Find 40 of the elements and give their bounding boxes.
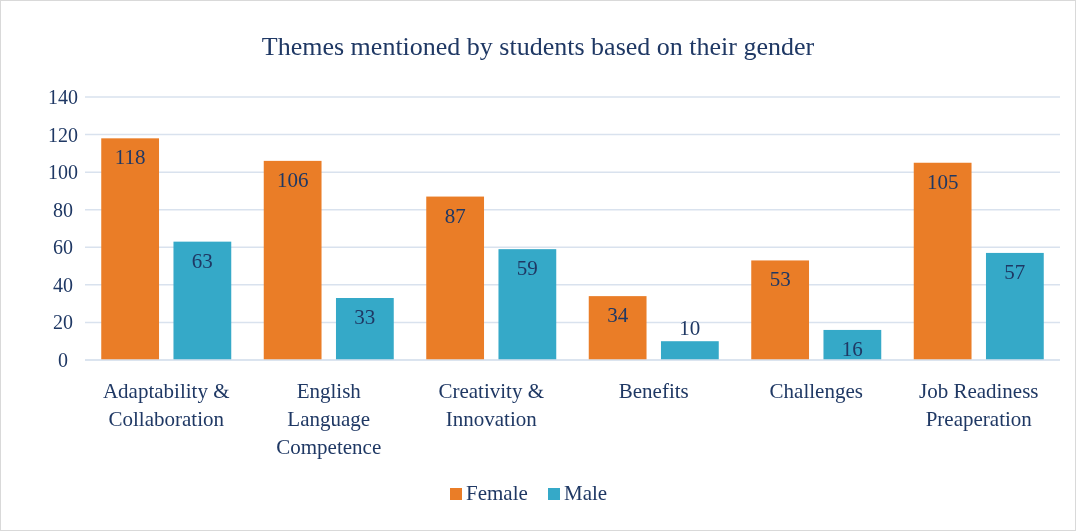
x-tick-label: Adaptability & Collaboration: [102, 379, 230, 431]
data-label: 59: [516, 256, 538, 281]
x-tick-label: Creativity & Innovation: [438, 379, 545, 431]
bar: [913, 162, 972, 360]
y-tick-label: 20: [53, 311, 73, 334]
y-tick-label: 120: [48, 123, 78, 146]
bar: [426, 196, 485, 360]
data-label: 106: [276, 167, 309, 192]
y-tick-label: 100: [48, 161, 78, 184]
data-label: 118: [114, 145, 146, 170]
data-label: 57: [1004, 259, 1026, 284]
data-label: 87: [444, 203, 466, 228]
data-label: 105: [926, 169, 959, 194]
y-tick-label: 60: [53, 236, 73, 259]
y-tick-label: 0: [58, 349, 68, 371]
bar: [173, 241, 232, 360]
y-tick-label: 80: [53, 198, 73, 221]
bar: [985, 252, 1044, 360]
legend-label: Male: [564, 481, 608, 505]
x-tick-label: Benefits: [618, 379, 689, 403]
bar: [660, 341, 719, 360]
bar: [101, 138, 160, 360]
bar: [335, 298, 394, 360]
y-tick-label: 140: [48, 86, 78, 108]
x-tick-label: Challenges: [769, 379, 863, 403]
data-label: 10: [679, 316, 701, 341]
data-label: 53: [769, 267, 791, 292]
bar: [498, 249, 557, 360]
chart-title: Themes mentioned by students based on their gender: [261, 32, 815, 61]
data-label: 33: [354, 305, 376, 330]
y-tick-label: 40: [53, 273, 73, 296]
bar: [263, 160, 322, 360]
x-tick-label: Job Readiness Preaperation: [918, 379, 1039, 431]
data-label: 16: [841, 336, 863, 361]
bar: [588, 296, 647, 360]
data-label: 34: [607, 303, 629, 328]
x-tick-label: English Language Competence: [276, 379, 382, 459]
legend-label: Female: [466, 481, 528, 505]
data-label: 63: [191, 248, 213, 273]
bar: [751, 260, 810, 360]
